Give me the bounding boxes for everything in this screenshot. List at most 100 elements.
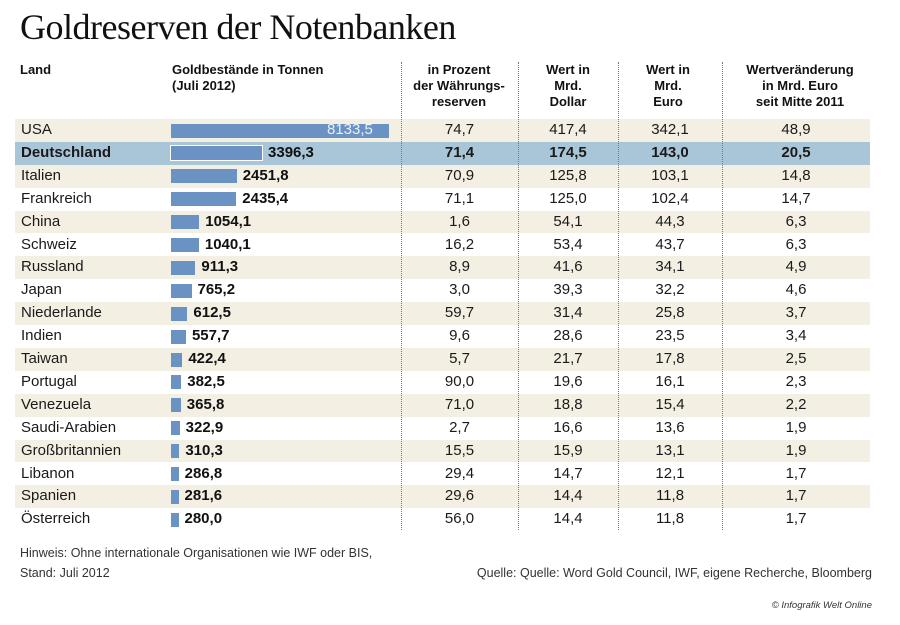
gold-bar-label: 612,5 xyxy=(193,304,231,322)
gold-bar xyxy=(171,283,192,298)
cell-euro: 11,8 xyxy=(655,510,685,528)
cell-change: 20,5 xyxy=(781,143,811,161)
header-euro-line3: Euro xyxy=(653,94,683,109)
footnote-line2: Stand: Juli 2012 xyxy=(20,566,110,580)
column-divider xyxy=(401,62,402,530)
cell-change: 6,3 xyxy=(785,235,807,253)
cell-dollar: 19,6 xyxy=(553,372,583,390)
gold-bar xyxy=(171,192,237,207)
cell-land: Russland xyxy=(21,258,84,276)
cell-land: Taiwan xyxy=(21,350,68,367)
cell-land: Japan xyxy=(21,281,62,299)
cell-percent: 56,0 xyxy=(444,510,475,528)
cell-percent: 2,7 xyxy=(449,418,470,436)
cell-change: 4,6 xyxy=(785,281,807,299)
cell-euro: 32,2 xyxy=(655,281,685,299)
header-change-line1: Wertveränderung xyxy=(746,62,854,77)
row-background xyxy=(15,302,870,326)
header-change-line3: seit Mitte 2011 xyxy=(755,94,845,109)
gold-bar xyxy=(171,123,389,138)
cell-land: Frankreich xyxy=(21,189,92,207)
row-background xyxy=(15,348,870,371)
cell-euro: 143,0 xyxy=(651,143,689,161)
header-percent-line3: reserven xyxy=(431,94,487,109)
gold-bar-label: 2435,4 xyxy=(242,189,289,207)
gold-bar xyxy=(171,512,179,527)
cell-change: 48,9 xyxy=(781,121,811,138)
cell-dollar: 28,6 xyxy=(553,327,583,345)
gold-bar-label: 286,8 xyxy=(184,464,223,482)
cell-percent: 74,7 xyxy=(444,121,475,138)
cell-dollar: 174,5 xyxy=(549,143,587,161)
credit-line: © Infografik Welt Online xyxy=(771,600,872,611)
cell-euro: 103,1 xyxy=(651,166,689,184)
gold-bar-label: 1054,1 xyxy=(205,212,252,230)
cell-dollar: 125,8 xyxy=(549,166,587,184)
cell-land: Saudi-Arabien xyxy=(21,418,117,436)
cell-percent: 3,0 xyxy=(449,281,470,299)
cell-euro: 11,8 xyxy=(655,487,685,505)
cell-percent: 8,9 xyxy=(449,258,470,276)
cell-dollar: 21,7 xyxy=(553,350,583,367)
cell-dollar: 14,4 xyxy=(553,510,583,528)
gold-bar-label: 2451,8 xyxy=(242,166,289,184)
header-land: Land xyxy=(20,62,51,78)
cell-change: 2,2 xyxy=(785,395,807,413)
gold-bar-label: 322,9 xyxy=(185,418,224,436)
cell-percent: 5,7 xyxy=(449,350,470,367)
cell-euro: 12,1 xyxy=(655,464,685,482)
gold-bar xyxy=(171,306,188,321)
cell-euro: 23,5 xyxy=(655,327,685,345)
gold-bar xyxy=(171,260,196,275)
gold-bar xyxy=(171,169,237,184)
cell-change: 6,3 xyxy=(785,212,807,230)
gold-bar xyxy=(171,467,179,481)
cell-euro: 16,1 xyxy=(655,372,685,390)
cell-land: Italien xyxy=(21,166,62,184)
footnote-line1: Hinweis: Ohne internationale Organisatio… xyxy=(20,546,373,560)
cell-change: 14,7 xyxy=(781,189,811,207)
cell-change: 3,7 xyxy=(785,304,807,322)
cell-percent: 29,4 xyxy=(444,464,475,482)
gold-bar-label: 382,5 xyxy=(187,372,225,390)
gold-bar-label: 1040,1 xyxy=(204,235,251,253)
column-divider xyxy=(722,62,723,530)
cell-dollar: 53,4 xyxy=(553,235,583,253)
header-gold-line2: (Juli 2012) xyxy=(172,78,236,93)
cell-land: Deutschland xyxy=(21,143,112,161)
cell-land: Großbritannien xyxy=(21,441,122,459)
cell-change: 1,7 xyxy=(785,510,807,528)
cell-land: Schweiz xyxy=(21,235,77,253)
cell-land: Niederlande xyxy=(21,304,102,322)
cell-euro: 44,3 xyxy=(655,212,685,230)
header-gold: Goldbestände in Tonnen (Juli 2012) xyxy=(172,62,323,94)
column-divider xyxy=(618,62,619,530)
row-background xyxy=(15,256,870,280)
gold-bar xyxy=(169,145,264,162)
gold-bar-label: 911,3 xyxy=(201,258,239,276)
row-background xyxy=(15,439,870,463)
row-background xyxy=(15,393,870,417)
cell-dollar: 14,7 xyxy=(553,464,583,482)
cell-land: Portugal xyxy=(21,372,77,390)
header-gold-line1: Goldbestände in Tonnen xyxy=(172,62,324,77)
header-change-line2: in Mrd. Euro xyxy=(762,78,838,93)
cell-land: Libanon xyxy=(21,464,75,482)
header-euro-line1: Wert in xyxy=(646,62,690,77)
gold-bar-label: 3396,3 xyxy=(268,143,314,161)
cell-land: USA xyxy=(21,121,52,138)
gold-bar xyxy=(171,215,200,230)
header-dollar-line1: Wert in xyxy=(546,62,590,77)
gold-bar-label: 281,6 xyxy=(184,487,223,505)
cell-land: Indien xyxy=(21,327,62,345)
cell-change: 1,7 xyxy=(785,464,807,482)
cell-euro: 13,1 xyxy=(655,441,685,459)
gold-bar-label: 765,2 xyxy=(197,281,236,299)
gold-bar-label: 422,4 xyxy=(188,350,226,367)
cell-change: 2,5 xyxy=(785,350,807,367)
source-note: Quelle: Quelle: Word Gold Council, IWF, … xyxy=(476,566,872,580)
gold-bar-label: 365,8 xyxy=(186,395,225,413)
gold-bar-label: 280,0 xyxy=(184,510,223,528)
cell-euro: 342,1 xyxy=(651,121,689,138)
cell-land: Venezuela xyxy=(21,395,92,413)
